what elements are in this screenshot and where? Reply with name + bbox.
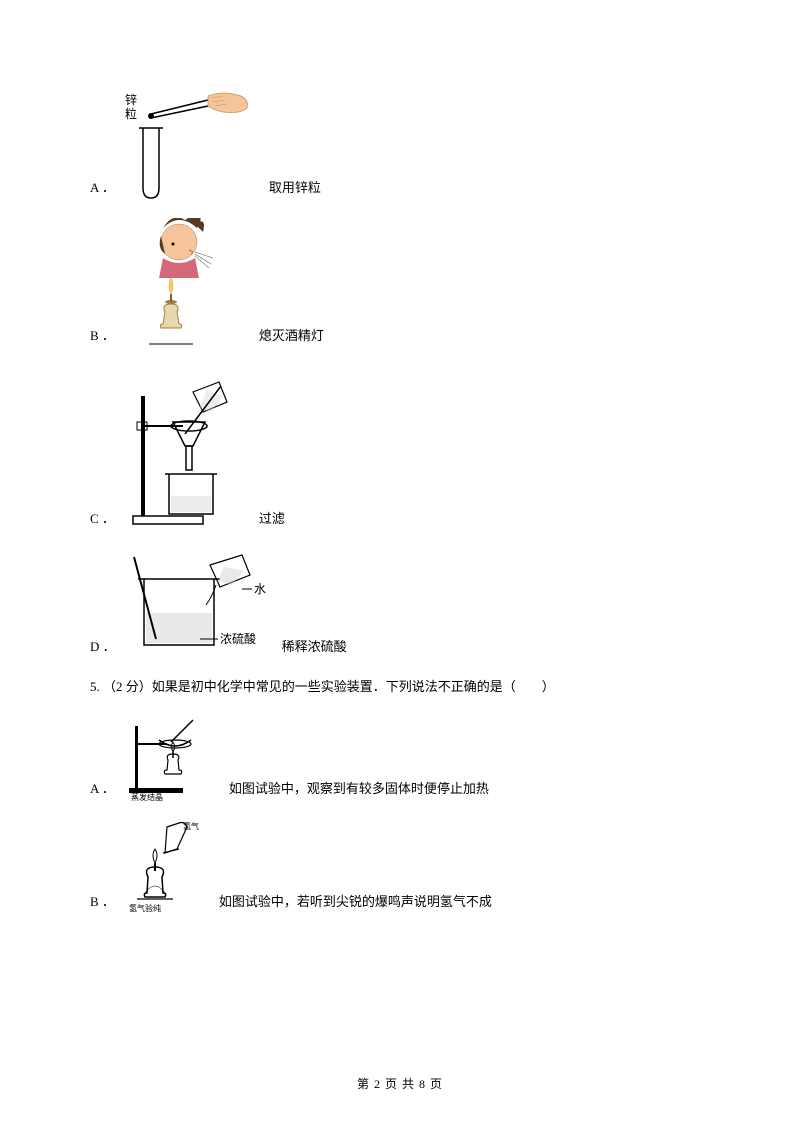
q4-option-b: B ． 熄灭酒精灯 bbox=[90, 218, 710, 348]
q4-option-c: C ． 过滤 bbox=[90, 366, 710, 531]
q4-option-d: D ． 水 浓硫酸 稀释浓硫酸 bbox=[90, 549, 710, 659]
option-letter: A ． bbox=[90, 177, 115, 200]
q4-option-a: A ． 锌 粒 取用锌粒 bbox=[90, 90, 710, 200]
q5-option-b: B ． 氢气 氢气验纯 如图试验中，若听到尖锐的爆鸣声说明氢气不成 bbox=[90, 819, 710, 914]
diagram-dilute-acid: 水 浓硫酸 bbox=[124, 549, 274, 659]
diagram-filtration bbox=[123, 366, 243, 531]
q5-stem: 5. （2 分）如果是初中化学中常见的一些实验装置．下列说法不正确的是（ ） bbox=[90, 677, 710, 698]
option-text: 稀释浓硫酸 bbox=[282, 636, 347, 659]
h2-label: 氢气 bbox=[183, 821, 199, 831]
acid-label: 浓硫酸 bbox=[220, 631, 256, 646]
diagram-blow-lamp bbox=[123, 218, 243, 348]
page-footer: 第 2 页 共 8 页 bbox=[0, 1075, 800, 1092]
option-letter: B ． bbox=[90, 325, 115, 348]
option-text: 取用锌粒 bbox=[269, 177, 321, 200]
option-text: 过滤 bbox=[259, 508, 285, 531]
option-letter: D ． bbox=[90, 636, 116, 659]
diagram-evaporation: 蒸发结晶 bbox=[123, 716, 213, 801]
option-letter: C ． bbox=[90, 508, 115, 531]
diagram-h2-test: 氢气 氢气验纯 bbox=[123, 819, 203, 914]
option-letter: A ． bbox=[90, 778, 115, 801]
option-text: 如图试验中，若听到尖锐的爆鸣声说明氢气不成 bbox=[219, 891, 492, 914]
option-letter: B ． bbox=[90, 891, 115, 914]
option-text: 熄灭酒精灯 bbox=[259, 325, 324, 348]
h2-caption: 氢气验纯 bbox=[129, 903, 161, 913]
water-label: 水 bbox=[254, 582, 266, 596]
zinc-label-1: 锌 bbox=[125, 93, 137, 107]
diagram-zinc-pickup: 锌 粒 bbox=[123, 90, 253, 200]
zinc-label-2: 粒 bbox=[125, 106, 137, 121]
option-text: 如图试验中，观察到有较多固体时便停止加热 bbox=[229, 778, 489, 801]
evap-caption: 蒸发结晶 bbox=[131, 792, 163, 801]
q5-option-a: A ． 蒸发结晶 如图试验中，观察到有较多固体时便停止加热 bbox=[90, 716, 710, 801]
